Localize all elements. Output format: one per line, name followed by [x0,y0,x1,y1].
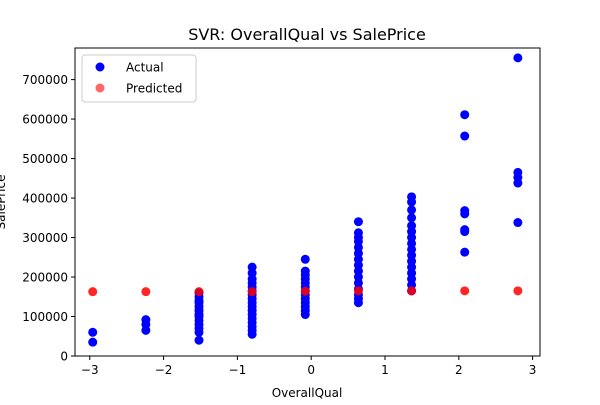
predicted-point [300,286,310,296]
y-tick-label: 200000 [22,271,68,285]
y-tick-label: 400000 [22,192,68,206]
axes-layer [74,47,541,357]
actual-point [407,205,417,215]
predicted-point [141,287,151,297]
actual-point [513,167,523,177]
actual-point [460,131,470,141]
actual-point [513,218,523,228]
x-axis: −3 −2 −1 0 1 2 3 [81,356,537,377]
actual-point [247,262,257,272]
actual-point [460,225,470,235]
actual-point [353,217,363,227]
predicted-point [460,286,470,296]
actual-point [141,315,151,325]
y-axis: 0 100000 200000 300000 400000 500000 600000 700… [22,73,75,364]
points-layer [88,53,523,347]
actual-point [407,213,417,223]
x-tick-label: 1 [381,363,389,377]
predicted-point [407,286,417,296]
legend-marker-actual [95,62,105,72]
chart-title: SVR: OverallQual vs SalePrice [188,25,426,44]
predicted-point [88,287,98,297]
actual-point [513,53,523,63]
actual-point [407,221,417,231]
y-tick-label: 700000 [22,73,68,87]
y-tick-label: 100000 [22,310,68,324]
actual-point [460,247,470,257]
series-predicted [88,286,523,297]
legend-label-actual: Actual [126,61,164,75]
plot-frame [74,47,541,357]
predicted-point [194,287,204,297]
x-tick-label: 3 [529,363,537,377]
y-axis-label: SalePrice [0,175,8,230]
legend: Actual Predicted [81,54,197,103]
actual-point [460,206,470,216]
legend-box [81,54,197,103]
y-tick-label: 500000 [22,152,68,166]
actual-point [300,254,310,264]
x-tick-label: 2 [455,363,463,377]
x-tick-label: −1 [229,363,247,377]
y-tick-label: 600000 [22,113,68,127]
actual-point [407,192,417,202]
x-tick-label: −3 [81,363,99,377]
y-tick-label: 0 [60,350,68,364]
actual-point [300,266,310,276]
actual-point [353,228,363,238]
x-tick-label: −2 [155,363,173,377]
actual-point [88,337,98,347]
predicted-point [353,286,363,296]
actual-point [460,110,470,120]
x-axis-label: OverallQual [272,386,343,400]
actual-point [88,327,98,337]
legend-marker-predicted [95,83,105,93]
predicted-point [513,286,523,296]
predicted-point [247,287,257,297]
actual-point [194,335,204,345]
y-tick-label: 300000 [22,231,68,245]
legend-label-predicted: Predicted [126,82,182,96]
x-tick-label: 0 [307,363,315,377]
